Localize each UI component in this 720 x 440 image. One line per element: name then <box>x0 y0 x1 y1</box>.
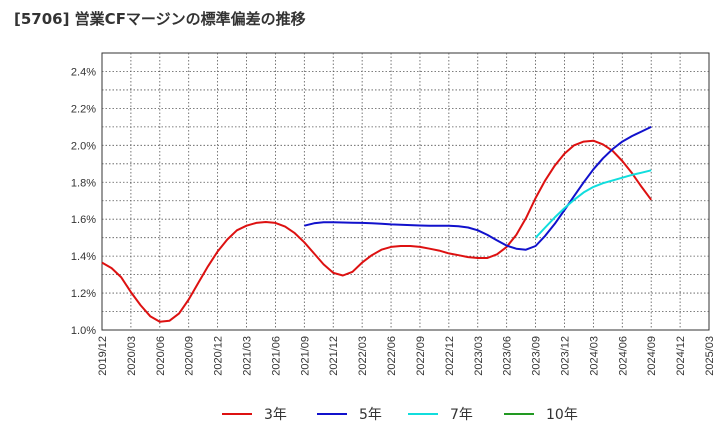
x-tick-label: 2023/09 <box>531 336 543 376</box>
legend-label: 3年 <box>264 407 287 423</box>
x-tick-label: 2023/06 <box>502 336 514 376</box>
y-tick-label: 2.4% <box>71 66 96 78</box>
x-tick-label: 2024/09 <box>646 336 658 376</box>
series-lines <box>101 125 653 323</box>
x-tick-label: 2021/12 <box>328 336 340 376</box>
x-tick-label: 2024/12 <box>675 336 687 376</box>
x-axis-ticks: 2019/12 2020/03 2020/06 2020/09 2020/12 2021/… <box>97 336 716 376</box>
x-tick-label: 2022/12 <box>444 336 456 376</box>
legend: 3年 5年 7年 10年 <box>222 407 578 423</box>
y-tick-label: 2.0% <box>71 140 96 152</box>
chart-title: [5706] 営業CFマージンの標準偏差の推移 <box>14 10 306 28</box>
y-tick-label: 1.6% <box>71 214 96 226</box>
x-tick-label: 2024/03 <box>588 336 600 376</box>
x-tick-label: 2022/09 <box>415 336 427 376</box>
series-line-3年 <box>101 139 653 323</box>
series-line-7年 <box>534 169 652 239</box>
plot-area <box>101 52 710 331</box>
y-axis-ticks: 1.0% 1.2% 1.4% 1.6% 1.8% 2.0% 2.2% 2.4% <box>71 66 96 337</box>
x-tick-label: 2022/03 <box>357 336 369 376</box>
y-tick-label: 1.4% <box>71 251 96 263</box>
x-tick-label: 2021/06 <box>270 336 282 376</box>
y-tick-label: 1.0% <box>71 325 96 337</box>
x-tick-label: 2019/12 <box>97 336 109 376</box>
x-tick-label: 2025/03 <box>704 336 716 376</box>
x-tick-label: 2023/03 <box>473 336 485 376</box>
legend-label: 7年 <box>450 407 473 423</box>
x-tick-label: 2021/03 <box>242 336 254 376</box>
x-tick-label: 2022/06 <box>386 336 398 376</box>
x-tick-label: 2024/06 <box>617 336 629 376</box>
x-tick-label: 2020/12 <box>213 336 225 376</box>
y-tick-label: 2.2% <box>71 103 96 115</box>
x-tick-label: 2023/12 <box>559 336 571 376</box>
legend-label: 5年 <box>359 407 382 423</box>
legend-label: 10年 <box>546 407 578 423</box>
x-tick-label: 2020/06 <box>155 336 167 376</box>
x-tick-label: 2020/09 <box>184 336 196 376</box>
x-tick-label: 2021/09 <box>299 336 311 376</box>
grid-lines <box>102 53 709 330</box>
x-tick-label: 2020/03 <box>126 336 138 376</box>
series-line-5年 <box>304 125 652 251</box>
y-tick-label: 1.2% <box>71 288 96 300</box>
y-tick-label: 1.8% <box>71 177 96 189</box>
